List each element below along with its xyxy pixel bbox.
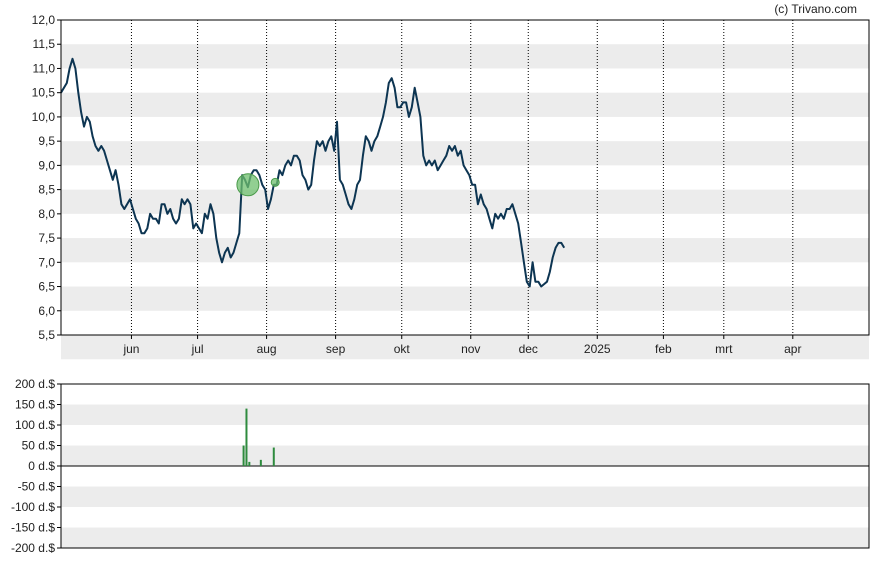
- price-y-tick-label: 7,0: [38, 255, 55, 269]
- price-y-tick-label: 10,5: [32, 86, 56, 100]
- price-y-tick-label: 12,0: [32, 13, 56, 27]
- x-tick-label: okt: [394, 342, 411, 356]
- volume-y-tick-label: 0 d.$: [28, 459, 55, 473]
- price-y-tick-label: 6,0: [38, 304, 55, 318]
- price-plot-frame: [60, 19, 870, 336]
- price-grid-band: [61, 141, 869, 166]
- volume-plot-frame: [60, 383, 870, 549]
- price-panel: 12,0 11,5 11,0 10,5 10,0 9,5 9,0 8,5 8,0 7,5 7,0 6,…: [32, 13, 870, 360]
- price-y-tick-label: 9,5: [38, 134, 55, 148]
- credit-label: (c) Trivano.com: [774, 2, 857, 16]
- price-grid-band: [61, 238, 869, 263]
- price-grid-band: [61, 92, 869, 117]
- volume-y-tick-label: 100 d.$: [15, 418, 55, 432]
- x-tick-label: sep: [326, 342, 346, 356]
- price-grid-band: [61, 189, 869, 214]
- trade-marker: [236, 173, 260, 197]
- price-y-tick-label: 8,5: [38, 183, 55, 197]
- x-tick-label: jul: [191, 342, 204, 356]
- price-y-tick-label: 9,0: [38, 158, 55, 172]
- volume-y-tick-label: 150 d.$: [15, 398, 55, 412]
- volume-bar: [259, 459, 262, 466]
- price-grid-band: [61, 286, 869, 311]
- volume-bar: [242, 445, 245, 466]
- volume-grid-band: [61, 404, 869, 425]
- volume-grid-band: [61, 486, 869, 507]
- price-y-tick-label: 11,0: [33, 61, 56, 75]
- volume-y-tick-label: 50 d.$: [22, 439, 56, 453]
- volume-y-tick-label: -100 d.$: [11, 500, 55, 514]
- volume-y-tick-label: 200 d.$: [15, 377, 55, 391]
- volume-y-tick-label: -200 d.$: [11, 541, 55, 555]
- x-tick-label: aug: [257, 342, 277, 356]
- x-tick-label: feb: [655, 342, 672, 356]
- trade-marker: [270, 177, 280, 187]
- x-tick-label: mrt: [715, 342, 733, 356]
- price-grid-band: [61, 44, 869, 69]
- volume-panel: 200 d.$ 150 d.$ 100 d.$ 50 d.$ 0 d.$ -50 d.$ -…: [11, 377, 870, 555]
- volume-grid-band: [61, 445, 869, 466]
- x-tick-label: jun: [122, 342, 139, 356]
- price-y-tick-label: 7,5: [38, 231, 55, 245]
- price-y-tick-label: 8,0: [38, 207, 55, 221]
- price-line: [60, 57, 566, 288]
- volume-grid-band: [61, 527, 869, 548]
- price-grid-band: [61, 335, 869, 360]
- x-tick-label: 2025: [584, 342, 611, 356]
- volume-y-tick-label: -50 d.$: [18, 480, 56, 494]
- volume-bar: [272, 447, 275, 466]
- volume-bar: [248, 461, 251, 466]
- x-tick-label: dec: [519, 342, 538, 356]
- price-y-tick-label: 11,5: [33, 37, 56, 51]
- price-y-tick-label: 10,0: [32, 110, 56, 124]
- volume-bar: [245, 408, 248, 466]
- x-tick-label: nov: [461, 342, 480, 356]
- price-y-tick-label: 6,5: [38, 280, 55, 294]
- volume-y-tick-label: -150 d.$: [11, 521, 55, 535]
- x-tick-label: apr: [784, 342, 801, 356]
- price-y-tick-label: 5,5: [38, 328, 55, 342]
